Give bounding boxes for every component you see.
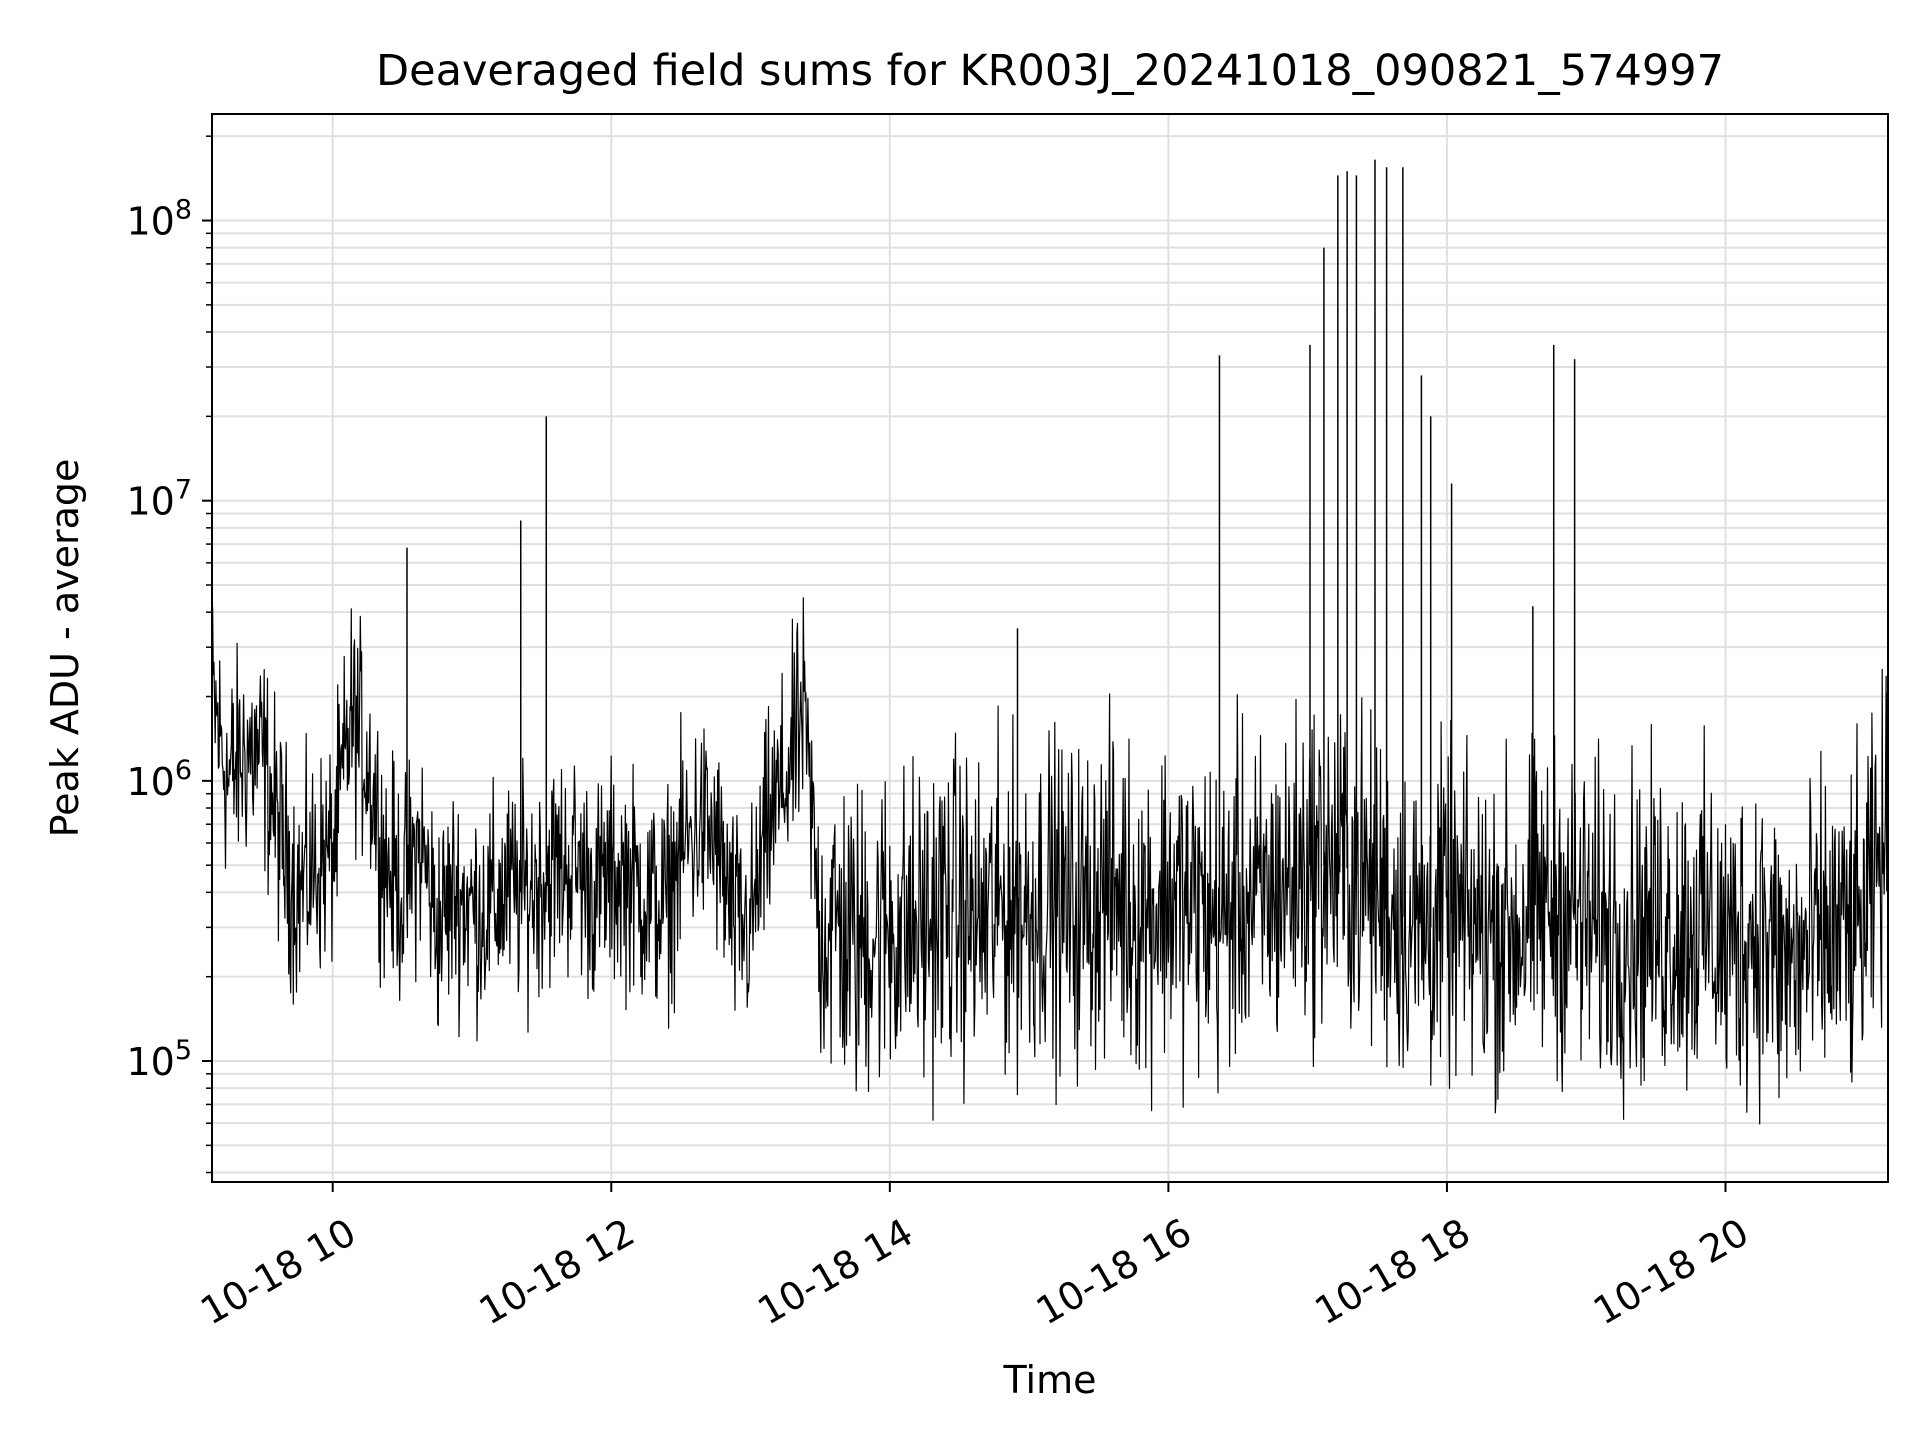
y-tick-label: 105 xyxy=(126,1035,192,1084)
y-tick-label: 106 xyxy=(126,755,192,804)
series-trace xyxy=(211,597,1889,1125)
y-tick-label: 108 xyxy=(126,195,192,244)
y-tick-label: 107 xyxy=(126,475,192,524)
x-axis-label: Time xyxy=(1003,1358,1097,1402)
plot-frame xyxy=(211,113,1889,1183)
y-axis-label: Peak ADU - average xyxy=(43,459,87,838)
chart-title: Deaveraged field sums for KR003J_2024101… xyxy=(376,46,1724,96)
series-lines xyxy=(211,159,1889,1125)
